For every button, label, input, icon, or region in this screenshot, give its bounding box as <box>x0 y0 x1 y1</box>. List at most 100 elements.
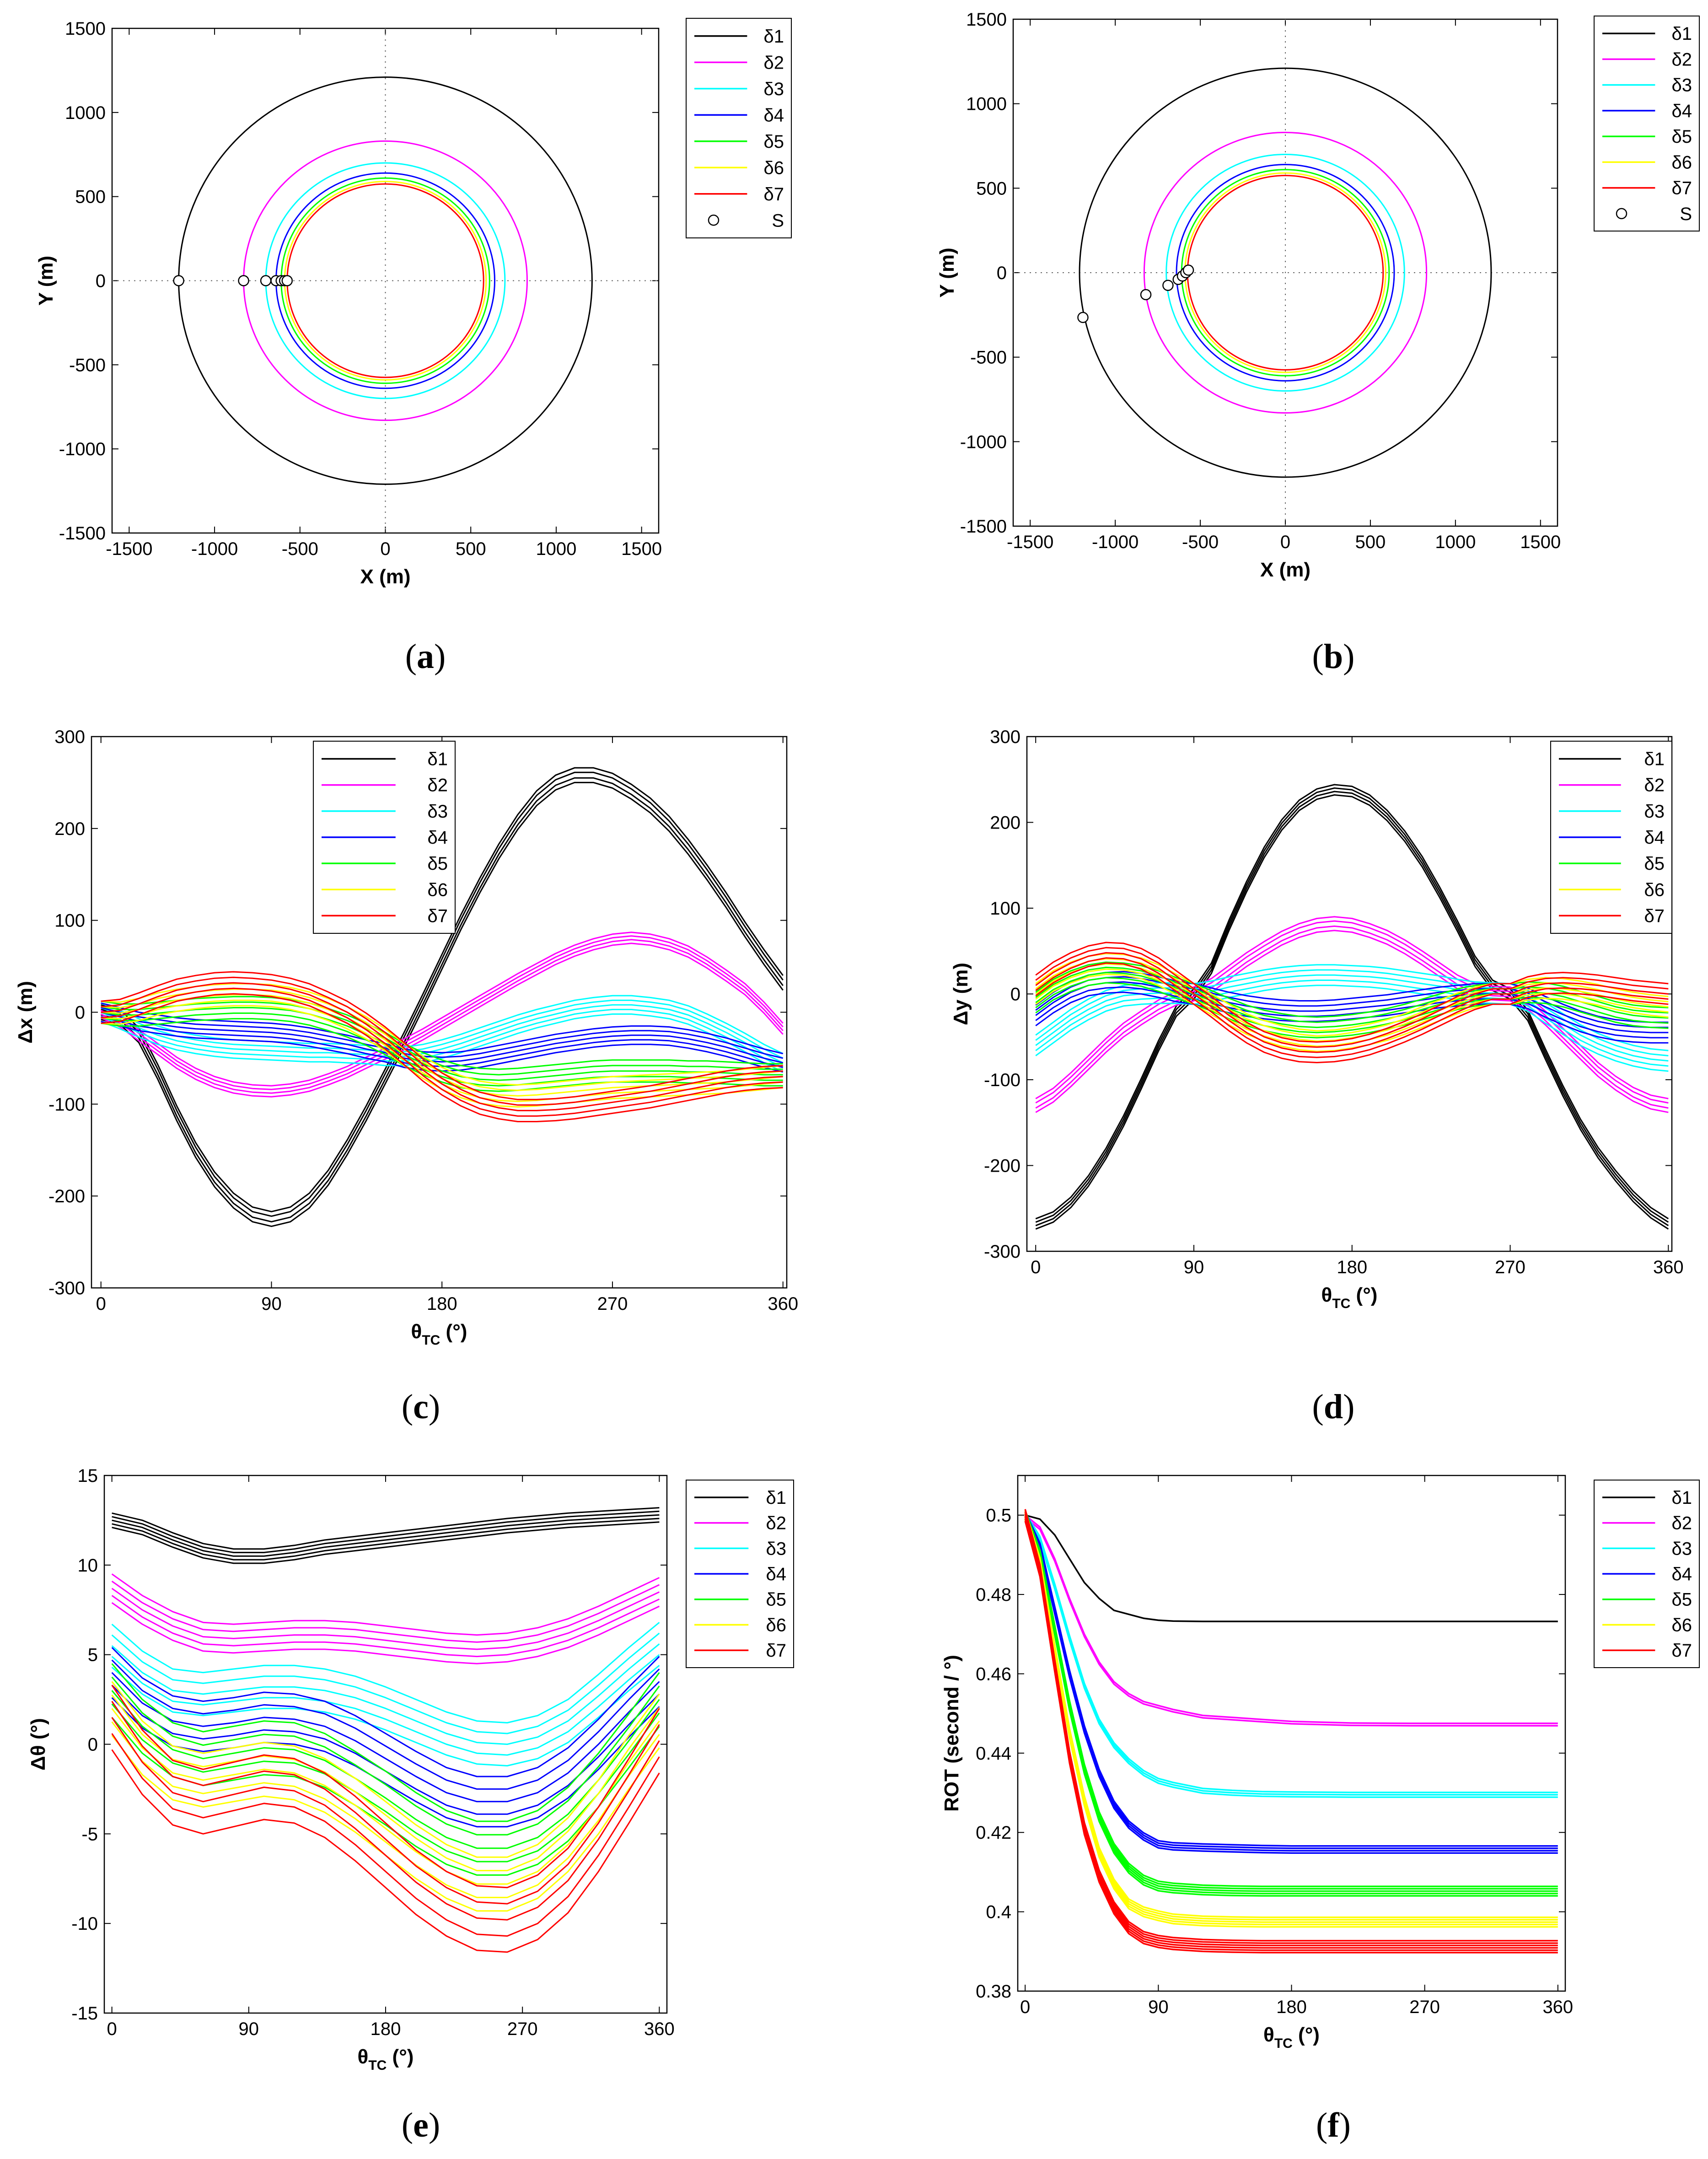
series-line-δ5 <box>1035 961 1669 1018</box>
legend-entry: δ1 <box>1671 24 1692 44</box>
y-tick-label: 0.38 <box>976 1981 1011 2002</box>
series-line-δ2 <box>1025 1514 1558 1724</box>
series-line-δ2 <box>111 1573 660 1636</box>
series-line-δ4 <box>111 1659 660 1790</box>
plot-marks-d <box>1035 784 1669 1230</box>
series-δ7 <box>1024 1509 1558 1954</box>
series-line-δ7 <box>111 1749 660 1953</box>
x-tick-label: 90 <box>1184 1257 1204 1277</box>
series-line-δ3 <box>1035 985 1669 1072</box>
series-line-δ7 <box>101 971 783 1100</box>
series-line-δ5 <box>1024 1519 1558 1897</box>
start-point-marker <box>238 275 249 286</box>
legend-entry: δ6 <box>766 1615 786 1635</box>
y-tick-label: 1000 <box>65 103 106 123</box>
series-line-δ5 <box>1035 966 1669 1023</box>
y-tick-label: 15 <box>78 1466 98 1486</box>
x-tick-label: 360 <box>644 2019 675 2039</box>
series-line-δ1 <box>112 1507 660 1550</box>
series-line-δ1 <box>112 1518 660 1561</box>
plot-area-f <box>1017 1475 1566 1992</box>
legend-entry: δ3 <box>427 802 448 822</box>
orbit-series-δ4 <box>1176 164 1395 382</box>
series-line-δ5 <box>1035 977 1669 1034</box>
y-tick-label: 5 <box>88 1645 98 1665</box>
legend-entry: δ5 <box>1644 854 1665 874</box>
series-line-δ6 <box>111 1721 660 1898</box>
series-line-δ1 <box>112 1521 660 1564</box>
series-line-δ1 <box>101 781 784 1227</box>
series-δ6 <box>111 1681 660 1912</box>
y-tick-label: -500 <box>970 348 1007 368</box>
legend-entry: δ7 <box>1671 1641 1692 1661</box>
y-tick-label: -10 <box>71 1914 98 1934</box>
series-δ5 <box>111 1663 660 1876</box>
y-tick-label: 300 <box>54 727 85 747</box>
series-line-δ7 <box>1035 962 1669 1063</box>
legend-entry: δ4 <box>766 1564 786 1584</box>
series-line-δ6 <box>101 983 783 1086</box>
x-axis-label: X (m) <box>360 565 411 588</box>
series-line-δ2 <box>111 1580 660 1643</box>
x-tick-label: 180 <box>427 1294 457 1314</box>
y-tick-label: -5 <box>81 1824 98 1844</box>
x-tick-label: -500 <box>282 539 318 559</box>
panel-label-b: (b) <box>1312 637 1355 676</box>
y-tick-label: 0.5 <box>986 1506 1011 1526</box>
series-line-δ6 <box>1035 963 1669 1042</box>
series-line-δ7 <box>101 982 783 1111</box>
legend-entry: δ7 <box>763 184 784 205</box>
legend-entry: δ4 <box>1644 828 1665 848</box>
x-tick-label: 0 <box>1020 1997 1030 2017</box>
series-δ3 <box>111 1622 660 1766</box>
series-line-δ7 <box>111 1717 660 1921</box>
legend-entry: δ2 <box>1644 775 1665 796</box>
series-line-δ4 <box>111 1697 660 1828</box>
series-line-δ2 <box>111 1595 660 1658</box>
legend-entry: δ2 <box>763 53 784 73</box>
legend-c: δ1 δ2 δ3 δ4 δ5 δ6 δ7 <box>313 741 456 934</box>
y-tick-label: 0 <box>75 1003 85 1023</box>
legend-entry: δ2 <box>1671 49 1692 70</box>
series-line-δ5 <box>1035 972 1669 1028</box>
legend-entry: δ5 <box>766 1590 786 1610</box>
x-tick-label: 180 <box>1276 1997 1307 2017</box>
x-tick-label: 0 <box>107 2019 117 2039</box>
series-line-δ3 <box>111 1632 660 1734</box>
series-δ1 <box>101 767 784 1227</box>
y-tick-label: 100 <box>54 911 85 931</box>
x-tick-label: -1000 <box>191 539 238 559</box>
series-line-δ5 <box>111 1676 660 1836</box>
series-δ1 <box>1025 1514 1558 1622</box>
plot-marks-f <box>1024 1509 1558 1954</box>
legend-entry: δ4 <box>763 105 784 125</box>
series-line-δ2 <box>1025 1517 1558 1727</box>
series-δ6 <box>1024 1510 1558 1928</box>
series-line-δ4 <box>101 1016 784 1068</box>
legend-entry: δ3 <box>763 79 784 99</box>
orbit-series-δ1 <box>1079 67 1492 478</box>
series-line-δ1 <box>112 1510 660 1553</box>
legend-entry: δ2 <box>766 1513 786 1534</box>
panel-label-a: (a) <box>405 637 446 676</box>
series-line-δ7 <box>1035 952 1669 1053</box>
series-line-δ3 <box>101 999 784 1059</box>
x-tick-label: 0 <box>1280 532 1290 552</box>
series-line-δ3 <box>101 1013 784 1073</box>
series-line-δ7 <box>1035 957 1669 1058</box>
series-line-δ2 <box>1035 930 1669 1113</box>
panel-d: 0 90 180 270 360 -300 -200 -100 0 100 200 300 θTC (°… <box>950 727 1684 1426</box>
x-tick-label: 1500 <box>1520 532 1561 552</box>
legend-entry: δ3 <box>766 1539 786 1559</box>
legend-entry: δ6 <box>427 880 448 900</box>
legend-entry: δ1 <box>427 749 448 770</box>
series-δ4 <box>111 1647 660 1828</box>
start-point-marker <box>173 275 184 286</box>
legend-entry: S <box>772 210 784 231</box>
y-axis-label: Δy (m) <box>950 963 972 1025</box>
series-line-δ5 <box>101 996 783 1070</box>
series-line-δ2 <box>111 1602 660 1664</box>
x-tick-label: 270 <box>597 1294 628 1314</box>
y-tick-label: 0 <box>1010 985 1021 1005</box>
